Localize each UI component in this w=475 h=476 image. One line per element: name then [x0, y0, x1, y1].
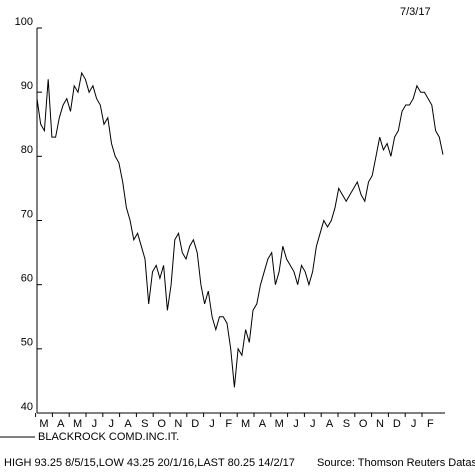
x-tick-label: A — [124, 418, 132, 430]
x-tick-label: S — [343, 418, 350, 430]
x-tick-label: J — [411, 418, 417, 430]
series-name: BLACKROCK COMD.INC.IT. — [38, 431, 179, 443]
y-tick-label: 40 — [21, 401, 33, 413]
x-tick-label: O — [359, 418, 368, 430]
y-tick-label: 100 — [15, 16, 33, 28]
y-tick-label: 70 — [21, 208, 33, 220]
y-tick-label: 60 — [21, 273, 33, 285]
date: 7/3/17 — [400, 6, 431, 18]
x-tick-label: J — [92, 418, 98, 430]
x-tick-label: A — [259, 418, 267, 430]
y-tick-label: 50 — [21, 337, 33, 349]
x-tick-label: S — [141, 418, 148, 430]
x-tick-label: N — [174, 418, 182, 430]
y-tick-label: 80 — [21, 144, 33, 156]
x-tick-label: D — [393, 418, 401, 430]
x-tick-label: F — [225, 418, 232, 430]
x-tick-label: O — [157, 418, 166, 430]
x-tick-label: A — [326, 418, 334, 430]
x-tick-label: D — [191, 418, 199, 430]
x-tick-label: J — [209, 418, 215, 430]
x-tick-label: M — [241, 418, 250, 430]
y-tick-label: 90 — [21, 80, 33, 92]
x-tick-label: J — [310, 418, 316, 430]
x-tick-label: M — [39, 418, 48, 430]
x-tick-label: J — [293, 418, 299, 430]
stats: HIGH 93.25 8/5/15,LOW 43.25 20/1/16,LAST… — [4, 457, 295, 469]
price-line — [36, 71, 444, 388]
x-tick-label: J — [108, 418, 114, 430]
x-tick-label: M — [73, 418, 82, 430]
x-tick-label: N — [376, 418, 384, 430]
x-tick-label: M — [275, 418, 284, 430]
source: Source: Thomson Reuters Datastream — [317, 457, 475, 469]
x-tick-label: A — [57, 418, 65, 430]
x-tick-label: F — [427, 418, 434, 430]
